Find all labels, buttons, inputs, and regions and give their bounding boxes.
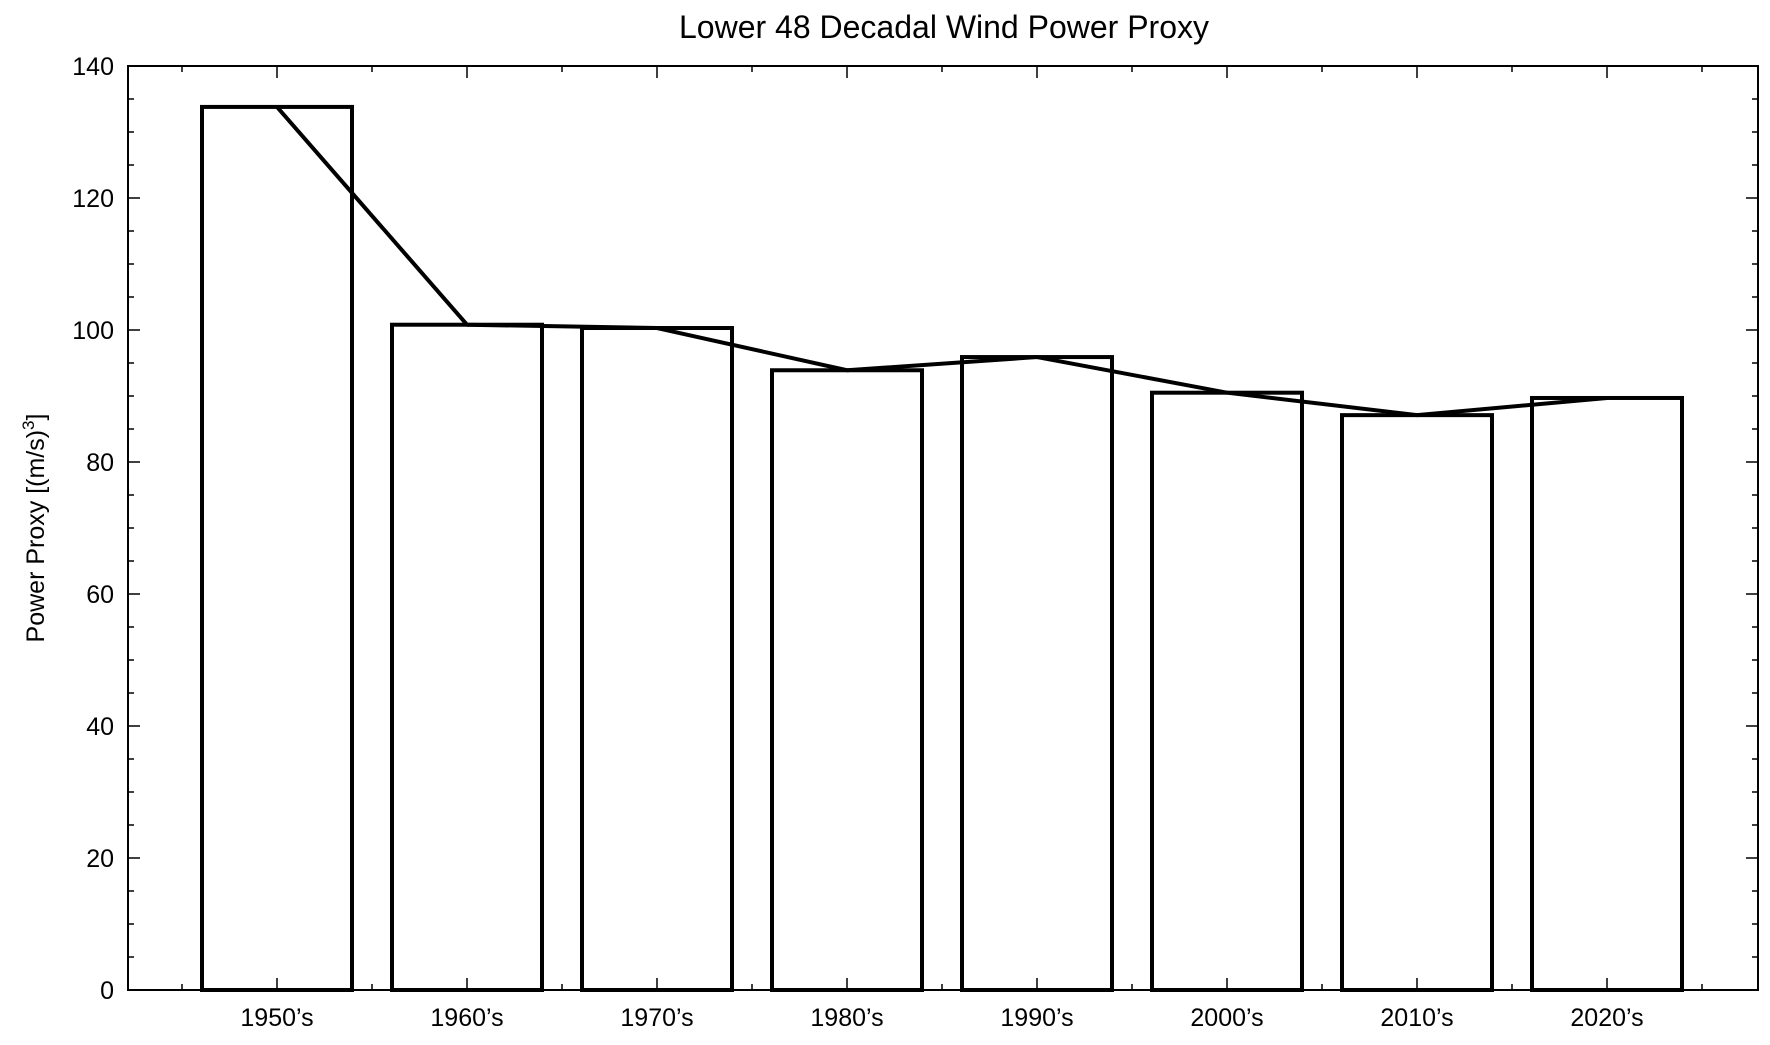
x-tick-label: 1980’s — [810, 1004, 883, 1032]
chart-title: Lower 48 Decadal Wind Power Proxy — [679, 9, 1209, 45]
y-axis-label-main: Power Proxy [(m/s) — [22, 430, 50, 643]
bars-group — [200, 104, 1684, 993]
bar-2 — [580, 326, 734, 992]
y-tick-label: 80 — [86, 449, 114, 477]
plot-frame — [127, 65, 1759, 991]
y-axis-label: Power Proxy [(m/s)3] — [19, 414, 50, 643]
bar-7 — [1530, 395, 1684, 993]
y-tick-label: 120 — [72, 185, 114, 213]
trend-line — [275, 105, 1608, 418]
bar-1 — [390, 322, 544, 993]
x-tick-label: 1970’s — [620, 1004, 693, 1032]
x-tick-label: 2010’s — [1380, 1004, 1453, 1032]
bar-3 — [770, 368, 924, 992]
y-tick-label: 0 — [100, 977, 114, 1005]
bar-6 — [1340, 413, 1494, 992]
bar-0 — [200, 104, 354, 993]
y-tick-label: 20 — [86, 845, 114, 873]
x-tick-label: 1990’s — [1000, 1004, 1073, 1032]
bar-4 — [960, 355, 1114, 992]
bar-5 — [1150, 390, 1304, 992]
x-axis: 1950’s 1960’s 1970’s 1980’s 1990’s 2000’s 2010… — [181, 66, 1703, 1032]
x-tick-label: 1960’s — [430, 1004, 503, 1032]
y-tick-label: 40 — [86, 713, 114, 741]
x-tick-label: 2020’s — [1570, 1004, 1643, 1032]
x-tick-label: 2000’s — [1190, 1004, 1263, 1032]
y-tick-label: 100 — [72, 317, 114, 345]
x-tick-label: 1950’s — [240, 1004, 313, 1032]
trend-line-group — [275, 105, 1608, 418]
y-axis-label-superscript: 3 — [19, 420, 38, 429]
y-axis: 0 20 40 60 80 100 120 140 — [72, 53, 1758, 1005]
y-tick-label: 140 — [72, 53, 114, 81]
y-axis-label-suffix: ] — [22, 414, 50, 421]
y-tick-label: 60 — [86, 581, 114, 609]
